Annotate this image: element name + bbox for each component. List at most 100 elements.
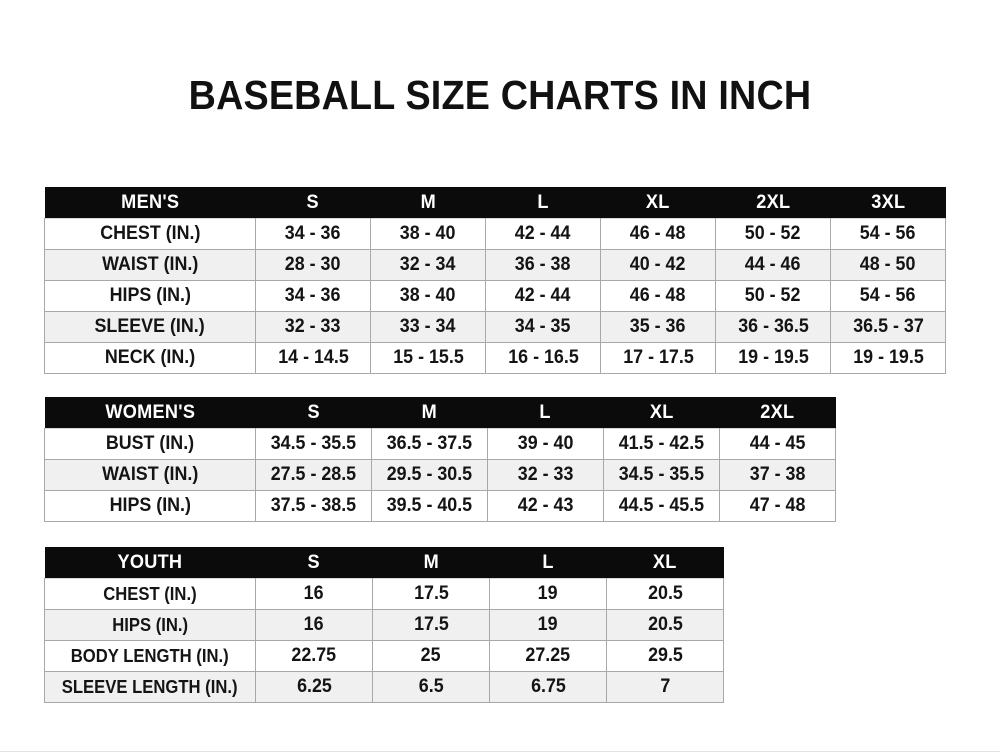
- column-header-s: S: [255, 397, 372, 428]
- measurement-cell: 6.25: [255, 671, 373, 703]
- measurement-cell: 27.5 - 28.5: [255, 459, 372, 491]
- table-header-row: WOMEN'S S M L XL 2XL: [44, 397, 836, 428]
- column-header-l: L: [489, 547, 607, 578]
- measurement-label: WAIST (IN.): [44, 459, 256, 491]
- mens-size-table: MEN'S S M L XL 2XL 3XL CHEST (IN.) 34 - 36 38 - 4…: [44, 187, 946, 374]
- column-header-l: L: [485, 187, 601, 218]
- measurement-cell: 41.5 - 42.5: [603, 427, 720, 460]
- table-row: CHEST (IN.) 16 17.5 19 20.5: [44, 577, 724, 610]
- measurement-label: BODY LENGTH (IN.): [44, 640, 256, 672]
- measurement-cell: 19 - 19.5: [830, 342, 946, 374]
- measurement-cell: 36.5 - 37.5: [371, 427, 488, 460]
- measurement-cell: 28 - 30: [255, 249, 371, 281]
- column-header-s: S: [255, 547, 373, 578]
- measurement-cell: 17.5: [372, 609, 490, 641]
- measurement-label: HIPS (IN.): [44, 609, 256, 641]
- table-category-header: YOUTH: [44, 547, 256, 578]
- measurement-cell: 36 - 36.5: [715, 311, 831, 343]
- measurement-cell: 37.5 - 38.5: [255, 490, 372, 522]
- measurement-cell: 32 - 33: [487, 459, 604, 491]
- page-title: BASEBALL SIZE CHARTS IN INCH: [188, 72, 812, 118]
- table-row: BODY LENGTH (IN.) 22.75 25 27.25 29.5: [44, 640, 724, 672]
- measurement-cell: 19 - 19.5: [715, 342, 831, 374]
- column-header-xl: XL: [606, 547, 724, 578]
- measurement-cell: 29.5: [606, 640, 724, 672]
- measurement-cell: 20.5: [606, 577, 724, 610]
- column-header-l: L: [487, 397, 604, 428]
- table-row: WAIST (IN.) 28 - 30 32 - 34 36 - 38 40 - 42 4…: [44, 249, 946, 281]
- column-header-xl: XL: [600, 187, 716, 218]
- measurement-label: NECK (IN.): [44, 342, 256, 374]
- table-row: SLEEVE LENGTH (IN.) 6.25 6.5 6.75 7: [44, 671, 724, 703]
- measurement-cell: 50 - 52: [715, 217, 831, 250]
- measurement-cell: 44 - 46: [715, 249, 831, 281]
- measurement-cell: 42 - 43: [487, 490, 604, 522]
- table-category-header: WOMEN'S: [44, 397, 256, 428]
- column-header-3xl: 3XL: [830, 187, 946, 218]
- measurement-cell: 33 - 34: [370, 311, 486, 343]
- measurement-label: SLEEVE LENGTH (IN.): [44, 671, 256, 703]
- measurement-cell: 6.75: [489, 671, 607, 703]
- measurement-cell: 34 - 36: [255, 217, 371, 250]
- table-header-row: MEN'S S M L XL 2XL 3XL: [44, 187, 946, 218]
- table-row: HIPS (IN.) 16 17.5 19 20.5: [44, 609, 724, 641]
- measurement-cell: 15 - 15.5: [370, 342, 486, 374]
- measurement-cell: 6.5: [372, 671, 490, 703]
- table-row: CHEST (IN.) 34 - 36 38 - 40 42 - 44 46 - 48 5…: [44, 217, 946, 250]
- youth-size-table: YOUTH S M L XL CHEST (IN.) 16 17.5 19 20.5 HIPS (I…: [44, 547, 724, 703]
- measurement-cell: 40 - 42: [600, 249, 716, 281]
- column-header-xl: XL: [603, 397, 720, 428]
- measurement-cell: 38 - 40: [370, 217, 486, 250]
- table-row: NECK (IN.) 14 - 14.5 15 - 15.5 16 - 16.5 17 …: [44, 342, 946, 374]
- column-header-m: M: [372, 547, 490, 578]
- measurement-cell: 22.75: [255, 640, 373, 672]
- column-header-2xl: 2XL: [719, 397, 836, 428]
- measurement-cell: 42 - 44: [485, 217, 601, 250]
- measurement-cell: 36.5 - 37: [830, 311, 946, 343]
- measurement-cell: 27.25: [489, 640, 607, 672]
- measurement-cell: 32 - 33: [255, 311, 371, 343]
- measurement-cell: 42 - 44: [485, 280, 601, 312]
- measurement-cell: 34 - 36: [255, 280, 371, 312]
- measurement-label: HIPS (IN.): [44, 490, 256, 522]
- column-header-s: S: [255, 187, 371, 218]
- measurement-cell: 54 - 56: [830, 217, 946, 250]
- measurement-cell: 44 - 45: [719, 427, 836, 460]
- table-row: HIPS (IN.) 34 - 36 38 - 40 42 - 44 46 - 48 50…: [44, 280, 946, 312]
- column-header-m: M: [371, 397, 488, 428]
- measurement-cell: 36 - 38: [485, 249, 601, 281]
- table-category-header: MEN'S: [44, 187, 256, 218]
- measurement-cell: 7: [606, 671, 724, 703]
- measurement-cell: 32 - 34: [370, 249, 486, 281]
- measurement-cell: 34.5 - 35.5: [255, 427, 372, 460]
- measurement-cell: 19: [489, 577, 607, 610]
- table-header-row: YOUTH S M L XL: [44, 547, 724, 578]
- measurement-cell: 39 - 40: [487, 427, 604, 460]
- table-row: HIPS (IN.) 37.5 - 38.5 39.5 - 40.5 42 - 43 4…: [44, 490, 836, 522]
- measurement-cell: 20.5: [606, 609, 724, 641]
- measurement-cell: 16 - 16.5: [485, 342, 601, 374]
- womens-size-table: WOMEN'S S M L XL 2XL BUST (IN.) 34.5 - 35.5 36.5…: [44, 397, 836, 522]
- measurement-cell: 38 - 40: [370, 280, 486, 312]
- measurement-cell: 25: [372, 640, 490, 672]
- measurement-cell: 39.5 - 40.5: [371, 490, 488, 522]
- measurement-cell: 29.5 - 30.5: [371, 459, 488, 491]
- measurement-cell: 50 - 52: [715, 280, 831, 312]
- measurement-label: CHEST (IN.): [44, 577, 256, 610]
- measurement-cell: 54 - 56: [830, 280, 946, 312]
- column-header-2xl: 2XL: [715, 187, 831, 218]
- measurement-cell: 14 - 14.5: [255, 342, 371, 374]
- measurement-cell: 17 - 17.5: [600, 342, 716, 374]
- table-row: BUST (IN.) 34.5 - 35.5 36.5 - 37.5 39 - 40 4…: [44, 427, 836, 460]
- measurement-cell: 19: [489, 609, 607, 641]
- measurement-label: CHEST (IN.): [44, 217, 256, 250]
- measurement-cell: 46 - 48: [600, 217, 716, 250]
- measurement-label: BUST (IN.): [44, 427, 256, 460]
- measurement-label: WAIST (IN.): [44, 249, 256, 281]
- measurement-cell: 48 - 50: [830, 249, 946, 281]
- measurement-cell: 34.5 - 35.5: [603, 459, 720, 491]
- measurement-cell: 35 - 36: [600, 311, 716, 343]
- measurement-cell: 44.5 - 45.5: [603, 490, 720, 522]
- measurement-label: HIPS (IN.): [44, 280, 256, 312]
